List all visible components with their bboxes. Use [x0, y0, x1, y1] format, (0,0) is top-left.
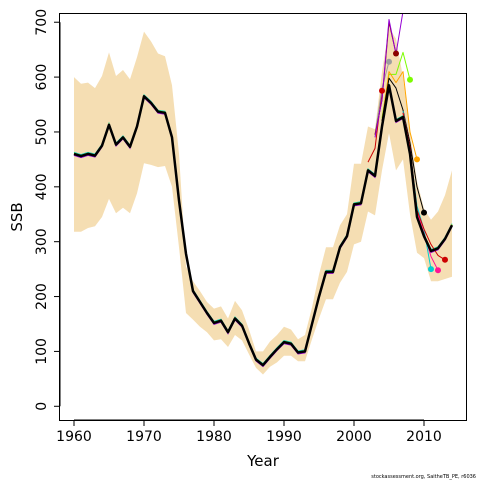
- y-axis-title: SSB: [8, 202, 26, 231]
- series-layer: [73, 14, 454, 368]
- end-points-layer: [379, 50, 448, 274]
- x-tick-label: 1970: [126, 429, 162, 445]
- series-end-point: [435, 267, 441, 274]
- confidence-band-layer: [74, 27, 452, 375]
- x-tick-label: 1990: [266, 429, 302, 445]
- x-tick-label: 1980: [196, 429, 232, 445]
- series-line-peel: [381, 77, 425, 213]
- axes-layer: 1960 1970 1980 1990 2000 2010 0 100 200 300 400 500…: [34, 9, 442, 445]
- series-line-peel: [381, 71, 418, 160]
- x-tick-label: 2000: [336, 429, 372, 445]
- series-end-point: [421, 209, 427, 216]
- x-axis-title: Year: [246, 452, 280, 470]
- series-end-point: [442, 256, 448, 263]
- y-tick-label: 200: [34, 283, 50, 310]
- series-end-point: [393, 50, 399, 57]
- y-tick-label: 400: [34, 173, 50, 200]
- y-tick-label: 700: [34, 9, 50, 36]
- credit-text: stockassessment.org, SaitheTB_PE, r6036: [371, 474, 476, 480]
- x-tick-label: 2010: [406, 429, 442, 445]
- series-end-point: [379, 87, 385, 94]
- series-end-point: [407, 76, 413, 83]
- y-tick-label: 300: [34, 228, 50, 255]
- y-tick-label: 100: [34, 338, 50, 365]
- y-tick-label: 600: [34, 64, 50, 91]
- series-line-base: [73, 84, 454, 367]
- x-tick-label: 1960: [56, 429, 92, 445]
- series-end-point: [414, 156, 420, 163]
- y-tick-label: 500: [34, 119, 50, 146]
- series-line-peel: [374, 14, 404, 138]
- confidence-band: [74, 27, 452, 375]
- series-end-point: [428, 266, 434, 273]
- y-tick-label: 0: [34, 402, 50, 411]
- series-end-point: [386, 58, 392, 65]
